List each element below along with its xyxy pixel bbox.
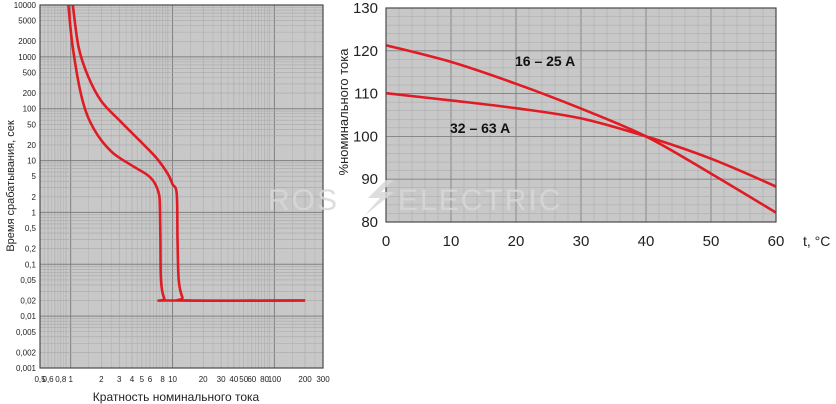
tripping-x-tick-label: 30: [217, 375, 226, 384]
tripping-y-tick-label: 5: [32, 172, 37, 181]
derating-curves: [385, 43, 777, 214]
tripping-y-tick-label: 0,2: [25, 245, 37, 254]
derating-x-tick-label: 40: [638, 233, 655, 250]
derating-y-tick-label: 100: [353, 128, 378, 145]
tripping-curve-1: [71, 4, 306, 303]
derating-x-tick-label: 0: [382, 233, 390, 250]
tripping-y-tick-label: 20: [27, 141, 36, 150]
derating-y-axis-title: %номинального тока: [336, 48, 351, 176]
tripping-y-tick-label: 50: [27, 120, 36, 129]
tripping-x-tick-label: 5: [140, 375, 145, 384]
watermark: ROS ELECTRIC: [268, 180, 562, 217]
tripping-x-tick-label: 4: [130, 375, 135, 384]
tripping-y-tick-label: 0,5: [25, 224, 37, 233]
tripping-y-tick-label: 0,01: [20, 312, 36, 321]
watermark-text-right: ELECTRIC: [398, 184, 562, 217]
tripping-y-tick-label: 0,05: [20, 276, 36, 285]
tripping-x-tick-label: 100: [268, 375, 282, 384]
tripping-x-tick-label: 3: [117, 375, 122, 384]
derating-y-tick-label: 130: [353, 0, 378, 17]
derating-curve-1: [385, 43, 777, 214]
derating-y-ticks: 80 90 100 110 120 130: [353, 0, 378, 231]
series-label-32-63a: 32 – 63 A: [450, 120, 510, 136]
tripping-x-tick-label: 50: [239, 375, 248, 384]
tripping-curves: [67, 4, 306, 303]
tripping-curve-2: [67, 4, 306, 302]
derating-plot-frame: [385, 7, 777, 223]
lightning-bolt-icon: [364, 180, 394, 216]
tripping-x-axis-title: Кратность номинального тока: [93, 390, 260, 404]
derating-curve-2: [385, 91, 777, 188]
tripping-y-ticks: 10000 5000 2000 1000 500 200 100 50 20 10 5 2 1 0,5 0,…: [14, 1, 37, 373]
tripping-y-tick-label: 200: [23, 89, 37, 98]
derating-x-tick-label: 30: [573, 233, 590, 250]
tripping-y-tick-label: 0,002: [16, 348, 37, 357]
tripping-y-tick-label: 1: [32, 208, 37, 217]
derating-chart: 0 10 20 30 40 50 60 80 90 100 110 120 130 t, °C %но…: [336, 0, 830, 250]
tripping-x-tick-label: 1: [68, 375, 73, 384]
tripping-y-tick-label: 10000: [14, 1, 37, 10]
tripping-y-tick-label: 2: [32, 193, 37, 202]
tripping-x-tick-label: 8: [160, 375, 165, 384]
tripping-x-tick-label: 2: [99, 375, 104, 384]
derating-x-tick-label: 50: [703, 233, 720, 250]
tripping-x-tick-label: 20: [199, 375, 208, 384]
tripping-x-tick-label: 10: [168, 375, 177, 384]
tripping-y-tick-label: 10: [27, 157, 36, 166]
tripping-x-tick-label: 300: [316, 375, 330, 384]
derating-x-axis-title: t, °C: [803, 233, 830, 249]
tripping-y-tick-label: 0,02: [20, 297, 36, 306]
series-label-16-25a: 16 – 25 A: [515, 53, 575, 69]
tripping-y-tick-label: 0,005: [16, 328, 37, 337]
tripping-y-tick-label: 5000: [18, 17, 36, 26]
watermark-text-left: ROS: [268, 184, 339, 217]
tripping-y-tick-label: 0,001: [16, 364, 37, 373]
tripping-y-tick-label: 1000: [18, 53, 36, 62]
tripping-plot-area: [40, 5, 323, 368]
derating-x-tick-label: 20: [508, 233, 525, 250]
tripping-x-tick-label: 0,6: [43, 375, 55, 384]
tripping-y-tick-label: 2000: [18, 37, 36, 46]
derating-y-tick-label: 80: [361, 214, 378, 231]
derating-x-tick-label: 10: [443, 233, 460, 250]
tripping-plot-frame: [39, 4, 324, 369]
tripping-y-tick-label: 500: [23, 68, 37, 77]
tripping-y-tick-label: 100: [23, 105, 37, 114]
tripping-x-tick-label: 60: [247, 375, 256, 384]
tripping-x-tick-label: 6: [148, 375, 153, 384]
tripping-y-axis-title: Время срабатывания, сек: [5, 120, 17, 251]
derating-x-ticks: 0 10 20 30 40 50 60: [382, 233, 785, 250]
tripping-y-tick-label: 0,1: [25, 260, 37, 269]
tripping-x-tick-label: 80: [260, 375, 269, 384]
tripping-x-tick-label: 0,8: [55, 375, 67, 384]
derating-y-tick-label: 110: [354, 86, 378, 103]
derating-x-tick-label: 60: [768, 233, 785, 250]
derating-y-tick-label: 90: [361, 171, 378, 188]
tripping-x-tick-label: 0,5: [34, 375, 46, 384]
tripping-x-tick-label: 40: [229, 375, 238, 384]
derating-y-tick-label: 120: [353, 43, 378, 60]
tripping-x-tick-label: 200: [298, 375, 312, 384]
tripping-grid: [39, 5, 324, 369]
